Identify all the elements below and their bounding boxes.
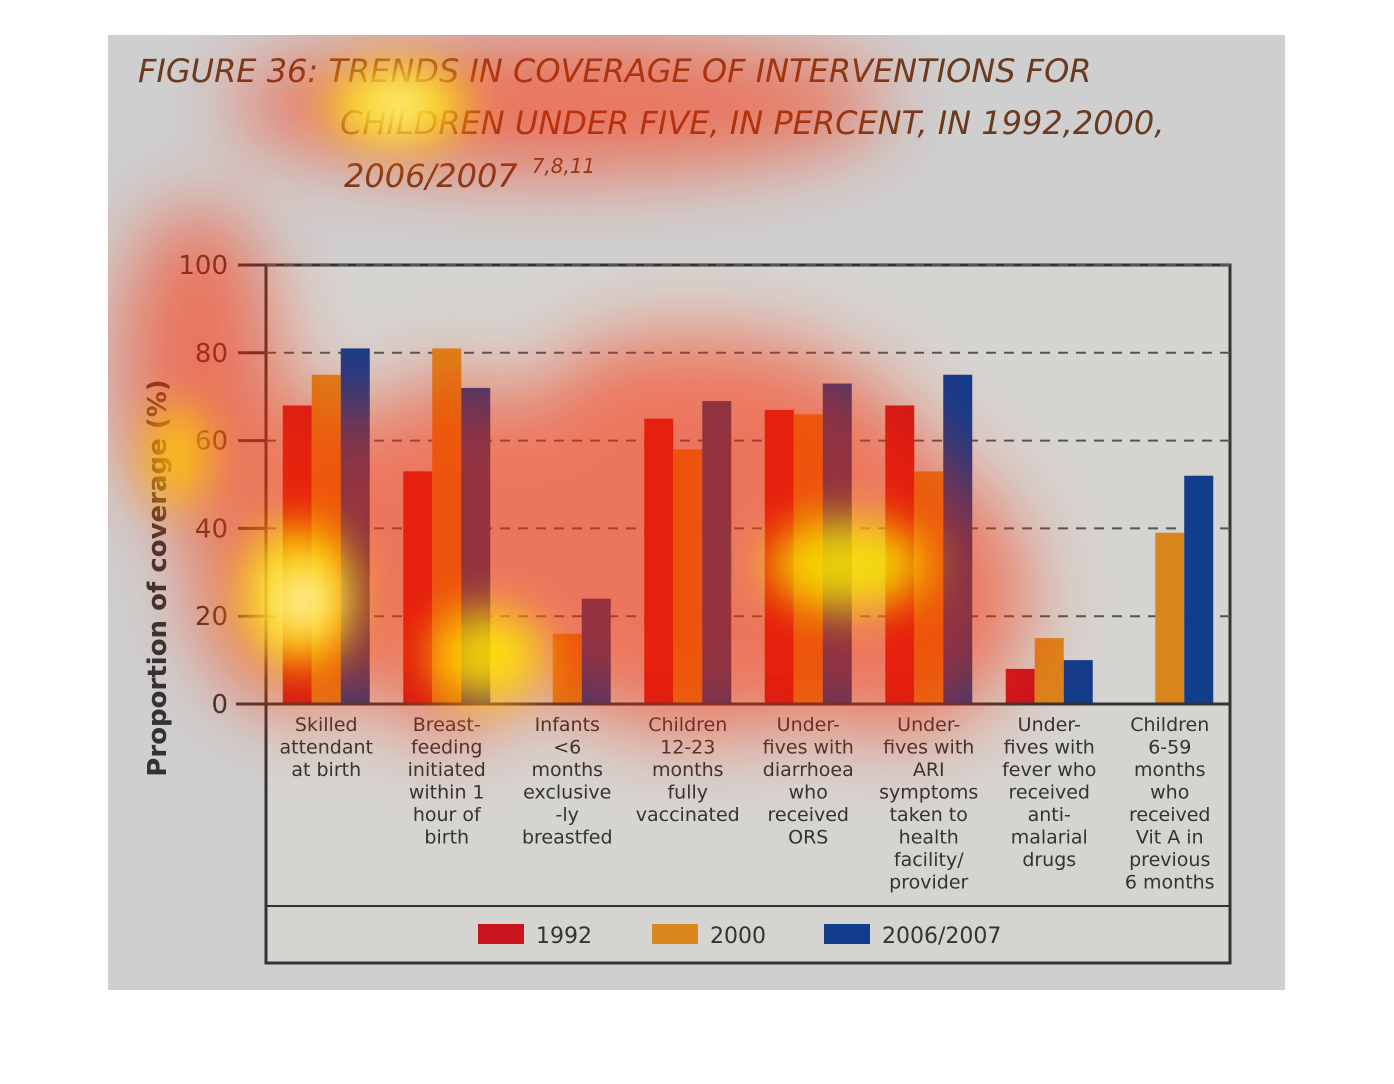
legend-label: 1992 — [536, 924, 592, 949]
category-label: received — [1009, 782, 1091, 804]
figure-title-line2: CHILDREN UNDER FIVE, IN PERCENT, IN 1992… — [340, 104, 1164, 142]
figure-title-line3-text: 2006/2007 — [344, 157, 518, 195]
category-label: 12-23 — [660, 737, 715, 759]
figure-title-line1: FIGURE 36: TRENDS IN COVERAGE OF INTERVE… — [138, 52, 1092, 90]
category-label: Vit A in — [1136, 827, 1204, 849]
category-label: Under- — [897, 714, 960, 736]
y-axis-label: Proportion of coverage (%) — [143, 379, 173, 776]
category-label: fives with — [763, 737, 854, 759]
bar — [793, 414, 823, 704]
category-label: Under- — [1018, 714, 1081, 736]
bar — [1034, 638, 1064, 704]
legend-swatch — [824, 924, 870, 944]
category-label: ARI — [913, 759, 945, 781]
category-label: who — [1150, 782, 1189, 804]
category-label: Children — [648, 714, 727, 736]
y-tick-label: 100 — [178, 251, 228, 281]
category-label: drugs — [1022, 849, 1076, 871]
category-label: ORS — [788, 827, 828, 849]
category-label: Infants — [535, 714, 600, 736]
category-label: fully — [667, 782, 708, 804]
category-label: initiated — [408, 759, 486, 781]
bar — [822, 383, 852, 704]
bar — [1155, 532, 1185, 704]
bar — [340, 348, 370, 704]
category-label: Under- — [777, 714, 840, 736]
category-label: diarrhoea — [763, 759, 854, 781]
category-label: fever who — [1002, 759, 1096, 781]
bar — [581, 598, 611, 704]
category-label: fives with — [1004, 737, 1095, 759]
category-label: <6 — [553, 737, 581, 759]
category-label: attendant — [280, 737, 373, 759]
bar — [311, 374, 341, 704]
category-label: taken to — [890, 804, 968, 826]
figure-title-superscript: 7,8,11 — [532, 154, 596, 178]
category-label: hour of — [413, 804, 482, 826]
category-label: symptoms — [879, 782, 978, 804]
category-label: vaccinated — [636, 804, 740, 826]
y-tick-label: 20 — [195, 602, 228, 632]
category-label: feeding — [411, 737, 483, 759]
category-label: Breast- — [413, 714, 481, 736]
category-label: received — [768, 804, 850, 826]
bar — [885, 405, 915, 704]
category-label: months — [652, 759, 724, 781]
category-label: -ly — [556, 804, 579, 826]
bar — [282, 405, 312, 704]
category-label: who — [789, 782, 828, 804]
category-label: months — [1134, 759, 1206, 781]
y-tick-label: 0 — [211, 690, 228, 720]
bar — [432, 348, 462, 704]
category-label: at birth — [291, 759, 361, 781]
category-label: health — [899, 827, 959, 849]
category-label: within 1 — [409, 782, 485, 804]
category-label: Children — [1130, 714, 1209, 736]
bar — [1005, 668, 1035, 704]
bar — [1184, 475, 1214, 704]
category-label: malarial — [1011, 827, 1088, 849]
y-tick-label: 80 — [195, 339, 228, 369]
bar — [461, 387, 491, 704]
bar — [1063, 660, 1093, 704]
bar — [552, 633, 582, 704]
category-label: 6 months — [1125, 872, 1215, 894]
legend-label: 2006/2007 — [882, 924, 1001, 949]
category-label: facility/ — [894, 849, 964, 871]
bar — [914, 471, 944, 704]
bar — [702, 401, 732, 704]
legend-swatch — [478, 924, 524, 944]
category-label: provider — [889, 872, 968, 894]
legend-label: 2000 — [710, 924, 766, 949]
category-label: fives with — [883, 737, 974, 759]
category-label: birth — [424, 827, 469, 849]
category-label: previous — [1129, 849, 1210, 871]
bar — [764, 409, 794, 704]
bar — [644, 418, 674, 704]
y-tick-label: 40 — [195, 514, 228, 544]
category-label: Skilled — [295, 714, 358, 736]
legend: 1992 2000 2006/2007 — [478, 924, 1001, 949]
category-label: exclusive — [523, 782, 611, 804]
bar — [673, 449, 703, 704]
bar — [403, 471, 433, 704]
y-axis-ticks: 0 20 40 60 80 100 — [178, 251, 266, 720]
bar — [943, 374, 973, 704]
legend-swatch — [652, 924, 698, 944]
category-label: breastfed — [522, 827, 613, 849]
category-label: anti- — [1028, 804, 1071, 826]
category-label: 6-59 — [1148, 737, 1191, 759]
figure-title-line3: 2006/2007 7,8,11 — [344, 154, 595, 195]
category-label: received — [1129, 804, 1211, 826]
y-tick-label: 60 — [195, 427, 228, 457]
category-label: months — [531, 759, 603, 781]
